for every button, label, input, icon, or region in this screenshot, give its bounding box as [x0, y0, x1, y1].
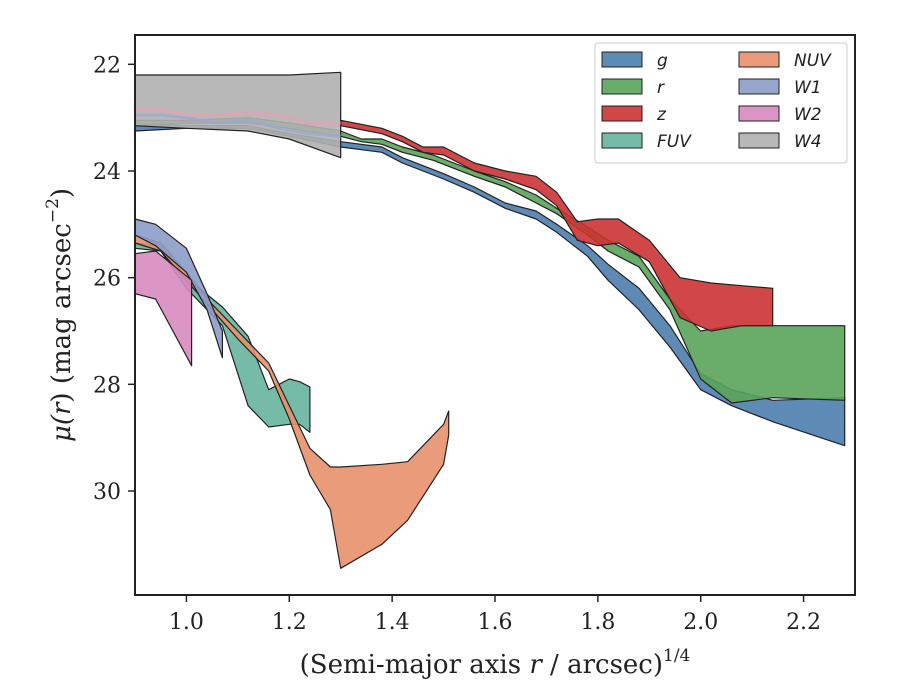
legend-label-w4: W4	[794, 132, 822, 152]
x-tick-label: 1.6	[478, 610, 513, 635]
x-axis-ticks: 1.0 1.2 1.4 1.6 1.8 2.0 2.2	[169, 595, 821, 635]
legend-label-nuv: NUV	[794, 51, 832, 71]
overlay-layer	[135, 108, 341, 138]
x-tick-label: 1.0	[169, 610, 204, 635]
y-tick-label: 24	[93, 160, 121, 185]
y-tick-label: 26	[93, 267, 121, 292]
y-axis-ticks: 22 24 26 28 30	[93, 53, 135, 505]
legend-box	[594, 42, 848, 164]
legend-swatch-r	[601, 78, 643, 95]
legend-label-g: g	[657, 51, 668, 71]
band-w4	[134, 71, 342, 159]
legend-label-w1: W1	[794, 78, 822, 98]
series-layer	[134, 71, 846, 569]
legend-label-r: r	[657, 78, 665, 98]
legend-swatch-fuv	[601, 132, 643, 149]
legend-swatch-z	[601, 105, 643, 122]
legend-swatch-w2	[738, 105, 780, 122]
overlay-line-0	[135, 113, 341, 138]
legend-swatch-w4	[738, 132, 780, 149]
x-tick-label: 1.8	[580, 610, 615, 635]
legend-swatch-nuv	[738, 51, 780, 68]
x-tick-label: 1.4	[375, 610, 410, 635]
x-axis-label: (Semi-major axis r / arcsec)1/4	[300, 646, 691, 680]
y-tick-label: 28	[93, 373, 121, 398]
y-tick-label: 30	[93, 480, 121, 505]
x-tick-label: 2.2	[786, 610, 821, 635]
x-tick-label: 1.2	[272, 610, 307, 635]
legend-label-z: z	[656, 105, 667, 125]
legend-swatch-w1	[738, 78, 780, 95]
y-axis-label: μ(r) (mag arcsec−2)	[43, 188, 77, 442]
legend: grz FUV NUV W1 W2 W4	[594, 42, 848, 164]
band-r	[134, 117, 846, 404]
legend-label-fuv: FUV	[657, 132, 692, 152]
legend-swatch-g	[601, 51, 643, 68]
band-g	[134, 122, 846, 447]
y-tick-label: 22	[93, 53, 121, 78]
x-tick-label: 2.0	[683, 610, 718, 635]
band-nuv	[134, 234, 450, 569]
band-w1	[134, 218, 223, 359]
overlay-line-1	[135, 108, 341, 125]
legend-label-w2: W2	[794, 105, 822, 125]
band-z	[340, 119, 774, 332]
